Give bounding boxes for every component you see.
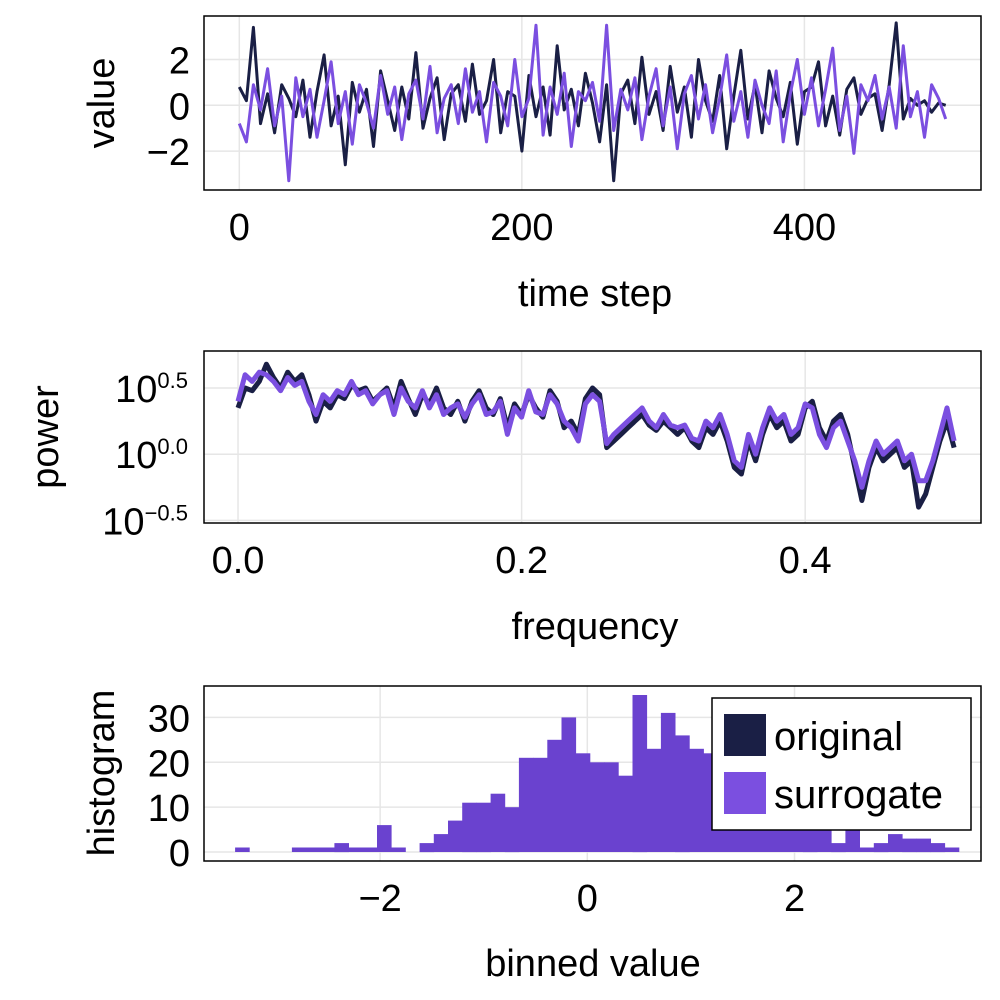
histogram-bar [306, 847, 321, 852]
x-tick-label: 0 [229, 207, 250, 249]
y-tick-label: 100.0 [115, 434, 188, 477]
histogram-bar [831, 843, 846, 853]
histogram-xlabel: binned value [485, 943, 701, 985]
histogram-bar [618, 775, 633, 852]
y-tick-label: 2 [169, 41, 190, 83]
power-spectrum-ylabel: power [25, 385, 67, 489]
y-tick-base: 10 [115, 369, 157, 411]
power-spectrum-xlabel: frequency [512, 606, 679, 648]
histogram-bar [944, 847, 960, 852]
histogram-bar [462, 802, 477, 853]
histogram-bar [575, 753, 591, 852]
histogram-bar [490, 793, 506, 852]
x-tick-label: 0 [577, 878, 598, 920]
histogram-bar [476, 802, 491, 853]
x-tick-label: 200 [490, 207, 553, 249]
y-tick-exponent: 0.0 [157, 434, 188, 459]
histogram-bar [504, 807, 520, 853]
surrogate-series-line [237, 23, 948, 183]
legend-label-original: original [774, 715, 903, 759]
y-tick-base: 10 [115, 435, 157, 477]
time-series-frame [203, 15, 982, 191]
histogram-legend: original surrogate [711, 697, 972, 831]
power-spectrum-frame [203, 350, 982, 524]
histogram-bar [902, 838, 917, 853]
histogram-bar [518, 757, 534, 852]
legend-label-surrogate: surrogate [774, 773, 943, 817]
histogram-bar [334, 843, 349, 853]
surrogate-series-line [235, 369, 957, 490]
y-tick-label: 0 [169, 833, 190, 875]
y-tick-label: 10 [148, 788, 190, 830]
histogram-bar [377, 825, 392, 852]
histogram-bar [547, 739, 562, 852]
legend-swatch-original [724, 714, 766, 756]
histogram-bar [589, 762, 605, 852]
histogram-bar [646, 748, 662, 852]
x-tick-label: 0.4 [779, 540, 832, 582]
y-tick-exponent: 0.5 [157, 368, 188, 393]
y-tick-label: 100.5 [115, 368, 188, 411]
histogram-bar [419, 843, 435, 853]
legend-swatch-surrogate [724, 772, 766, 814]
histogram-bar [845, 825, 860, 852]
x-tick-label: −2 [358, 878, 401, 920]
y-tick-exponent: −0.5 [145, 500, 188, 525]
x-tick-label: 0.2 [495, 540, 548, 582]
y-tick-label: 30 [148, 698, 190, 740]
histogram-bar [433, 834, 449, 852]
histogram-frame [203, 685, 982, 862]
x-tick-label: 400 [773, 207, 836, 249]
histogram-bar [448, 820, 463, 852]
x-tick-label: 2 [784, 878, 805, 920]
y-tick-base: 10 [102, 501, 144, 543]
histogram-bar [235, 847, 250, 852]
histogram-bar [320, 847, 335, 852]
histogram-bar [916, 838, 931, 853]
histogram-bar [362, 847, 378, 852]
y-tick-label: −2 [147, 132, 190, 174]
histogram-bar [348, 847, 364, 852]
histogram-bar [660, 712, 676, 852]
y-tick-label: 0 [169, 86, 190, 128]
histogram-bar [533, 757, 548, 852]
histogram-bar [930, 843, 946, 853]
time-series-ylabel: value [81, 58, 123, 149]
histogram-bar [675, 735, 690, 853]
y-tick-label: 10−0.5 [102, 500, 188, 543]
histogram-bar [604, 762, 619, 852]
histogram-ylabel: histogram [81, 690, 123, 857]
x-tick-label: 0.0 [212, 540, 265, 582]
histogram-bar [391, 847, 406, 852]
histogram-bar [291, 847, 307, 852]
time-series-xlabel: time step [518, 273, 672, 315]
histogram-bar [689, 748, 704, 852]
histogram-bar [561, 717, 577, 852]
histogram-bar [632, 695, 648, 853]
histogram-bar [873, 843, 889, 853]
histogram-bar [888, 834, 903, 852]
y-tick-label: 20 [148, 743, 190, 785]
histogram-bar [859, 847, 875, 852]
